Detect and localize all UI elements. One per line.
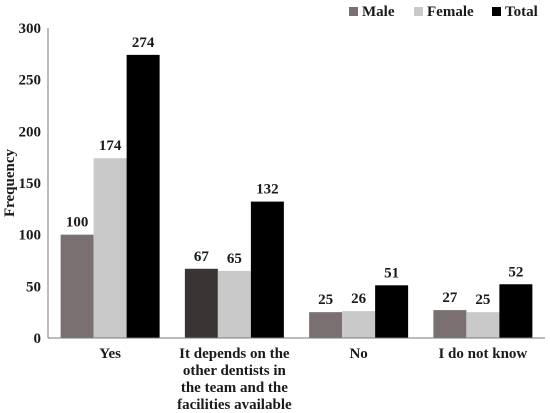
- legend-swatch-total: [492, 7, 501, 16]
- x-tick-label: facilities available: [177, 397, 292, 413]
- bar-male: [433, 310, 467, 338]
- legend-label-female: Female: [427, 4, 474, 20]
- bars: 100 174 274 67 65 132 25 26 51 27 25 52: [60, 35, 533, 338]
- data-label: 174: [99, 138, 122, 154]
- y-axis: 0 50 100 150 200 250 300: [19, 21, 49, 347]
- data-label: 100: [66, 215, 89, 231]
- data-label: 51: [384, 265, 399, 281]
- data-label: 27: [442, 290, 458, 306]
- data-label: 274: [132, 35, 155, 51]
- bar-total: [499, 284, 533, 338]
- data-label: 65: [227, 251, 242, 267]
- x-tick-label: I do not know: [438, 346, 527, 362]
- bar-female: [93, 158, 127, 338]
- legend-swatch-female: [414, 7, 423, 16]
- bar-total: [375, 285, 409, 338]
- y-tick-label: 0: [34, 331, 42, 347]
- bar-male: [184, 268, 218, 338]
- y-tick-label: 200: [19, 124, 42, 140]
- x-tick-label: It depends on the: [179, 346, 290, 362]
- y-axis-label: Frequency: [2, 148, 18, 217]
- bar-total: [126, 54, 160, 338]
- bar-female: [217, 270, 251, 338]
- bar-female: [342, 311, 376, 338]
- bar-female: [466, 312, 500, 338]
- bar-male: [309, 312, 343, 338]
- data-label: 67: [194, 249, 210, 265]
- y-tick-label: 50: [26, 279, 41, 295]
- y-tick-label: 300: [19, 21, 42, 37]
- data-label: 132: [256, 182, 279, 198]
- x-tick-label: other dentists in: [183, 363, 287, 379]
- x-tick-label: Yes: [99, 346, 121, 362]
- data-label: 26: [351, 291, 367, 307]
- legend-label-total: Total: [505, 4, 538, 20]
- x-tick-label: No: [349, 346, 367, 362]
- legend-label-male: Male: [362, 4, 395, 20]
- x-tick-label: the team and the: [181, 380, 288, 396]
- bar-total: [250, 201, 284, 338]
- y-tick-label: 100: [19, 228, 42, 244]
- y-tick-label: 250: [19, 73, 42, 89]
- data-label: 25: [318, 292, 333, 308]
- data-label: 25: [475, 292, 490, 308]
- bar-male: [60, 234, 94, 338]
- legend-swatch-male: [349, 7, 358, 16]
- y-tick-label: 150: [19, 176, 42, 192]
- legend: Male Female Total: [349, 4, 538, 20]
- data-label: 52: [508, 264, 523, 280]
